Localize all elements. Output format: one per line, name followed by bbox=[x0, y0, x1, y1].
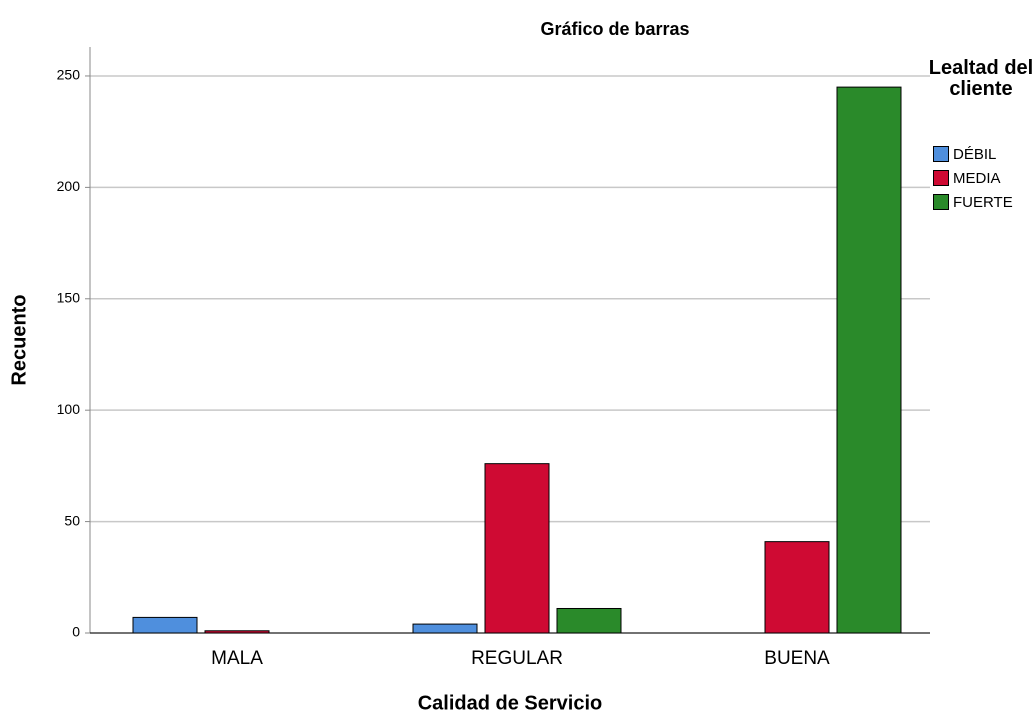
legend-swatch bbox=[933, 194, 949, 210]
legend: DÉBIL MEDIA FUERTE bbox=[933, 142, 1013, 214]
y-tick-label: 200 bbox=[57, 178, 81, 194]
y-tick-label: 150 bbox=[57, 289, 81, 305]
x-axis-label: Calidad de Servicio bbox=[418, 692, 603, 714]
legend-label: MEDIA bbox=[953, 169, 1001, 187]
legend-title: Lealtad del cliente bbox=[928, 57, 1034, 100]
bar bbox=[412, 623, 478, 634]
y-tick-label: 0 bbox=[72, 624, 80, 640]
bar bbox=[484, 463, 550, 634]
legend-item: MEDIA bbox=[933, 166, 1013, 190]
x-tick-label: REGULAR bbox=[471, 648, 563, 669]
bar bbox=[836, 86, 902, 634]
x-tick-label: BUENA bbox=[764, 648, 830, 669]
x-tick-label: MALA bbox=[211, 648, 263, 669]
legend-item: FUERTE bbox=[933, 190, 1013, 214]
legend-label: DÉBIL bbox=[953, 145, 997, 163]
bar bbox=[764, 541, 830, 634]
bar bbox=[556, 607, 622, 634]
legend-swatch bbox=[933, 146, 949, 162]
y-tick-label: 50 bbox=[64, 512, 80, 528]
legend-swatch bbox=[933, 170, 949, 186]
legend-label: FUERTE bbox=[953, 193, 1013, 211]
y-axis-label: Recuento bbox=[8, 294, 30, 385]
y-tick-label: 100 bbox=[57, 401, 81, 417]
bar bbox=[132, 616, 198, 634]
chart-title: Gráfico de barras bbox=[540, 19, 689, 39]
y-tick-label: 250 bbox=[57, 67, 81, 83]
legend-item: DÉBIL bbox=[933, 142, 1013, 166]
